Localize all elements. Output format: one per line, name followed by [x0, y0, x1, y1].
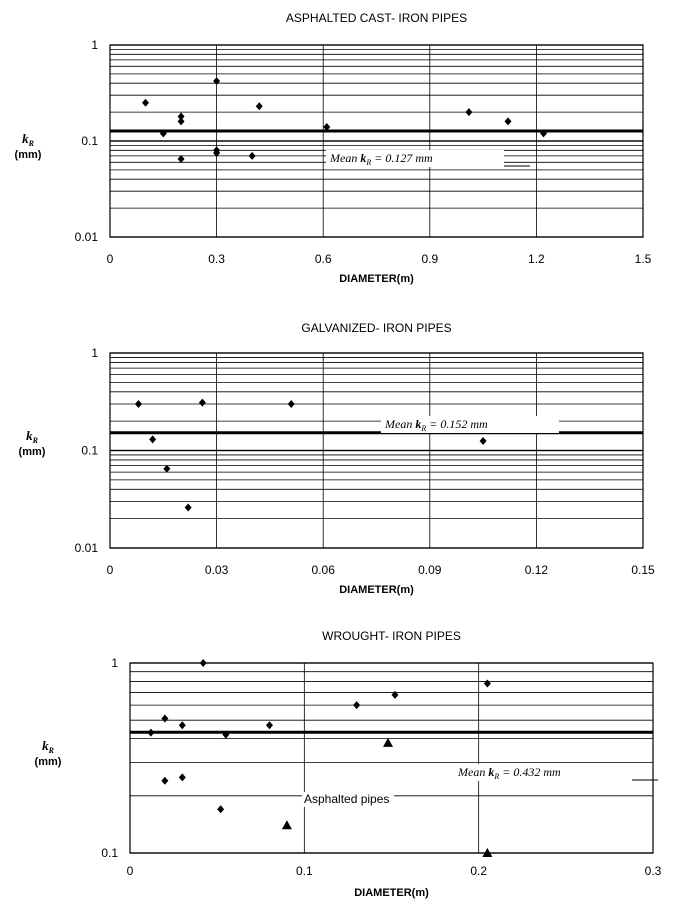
data-point-triangle — [383, 737, 394, 747]
data-point — [163, 464, 171, 473]
x-tick-label: 0.06 — [312, 563, 336, 577]
data-point — [159, 129, 167, 138]
x-tick-label: 1.5 — [635, 252, 652, 266]
data-point — [265, 721, 273, 730]
plot-frame — [109, 44, 644, 238]
chart-title: GALVANIZED- IRON PIPES — [301, 321, 451, 335]
plot-frame — [129, 662, 654, 854]
mean-label: Mean kR = 0.152 mm — [381, 416, 559, 433]
x-tick-label: 0.09 — [418, 563, 442, 577]
x-tick-label: 0.2 — [470, 864, 487, 878]
data-point — [391, 690, 399, 699]
y-axis-unit: (mm) — [19, 446, 46, 458]
mean-label-bg — [454, 764, 632, 781]
data-point-triangle — [281, 820, 292, 830]
x-tick-label: 0 — [107, 563, 114, 577]
data-point — [483, 679, 491, 688]
plot-frame — [109, 352, 644, 549]
y-tick-label: 0.1 — [81, 444, 98, 458]
data-point — [217, 805, 225, 814]
chart-1: ASPHALTED CAST- IRON PIPES 0 0.3 0.6 0.9 1.2 1… — [15, 11, 652, 285]
mean-label-text: Mean kR = 0.127 mm — [329, 151, 433, 167]
y-tick-label: 0.01 — [75, 541, 99, 555]
data-point — [222, 730, 230, 739]
data-point — [147, 728, 155, 737]
data-point — [178, 721, 186, 730]
data-point-triangle — [482, 848, 493, 857]
x-tick-label: 0.03 — [205, 563, 229, 577]
y-tick-label: 0.1 — [101, 846, 118, 860]
x-axis-label: DIAMETER(m) — [339, 584, 414, 596]
chart-title: WROUGHT- IRON PIPES — [322, 629, 461, 643]
y-axis-label: kR — [22, 131, 35, 148]
mean-label-bg — [326, 150, 504, 167]
annotation-text: Asphalted pipes — [304, 792, 389, 806]
x-tick-label: 0.3 — [645, 864, 662, 878]
data-point — [287, 399, 295, 408]
data-point — [184, 503, 192, 512]
y-tick-label: 0.1 — [81, 134, 98, 148]
mean-label: Mean kR = 0.127 mm — [326, 150, 504, 167]
x-tick-label: 0.1 — [296, 864, 313, 878]
data-point — [142, 98, 150, 107]
data-point — [323, 122, 331, 131]
data-point — [161, 714, 169, 723]
data-point — [540, 129, 548, 138]
data-point — [177, 112, 185, 121]
x-axis-label: DIAMETER(m) — [339, 273, 414, 285]
y-tick-label: 1 — [91, 346, 98, 360]
data-point — [504, 117, 512, 126]
data-point — [177, 117, 185, 126]
data-point — [255, 102, 263, 111]
data-point — [353, 701, 361, 710]
data-point — [248, 151, 256, 160]
data-point — [479, 437, 487, 446]
y-axis-label: kR — [26, 428, 39, 445]
data-point — [177, 154, 185, 163]
x-axis-label: DIAMETER(m) — [354, 887, 429, 899]
data-point — [161, 776, 169, 785]
data-point — [199, 659, 207, 667]
y-tick-label: 1 — [111, 656, 118, 670]
x-tick-label: 0 — [107, 252, 114, 266]
mean-label: Mean kR = 0.432 mm — [454, 764, 632, 781]
mean-label-bg — [381, 416, 559, 433]
x-tick-label: 0.12 — [525, 563, 549, 577]
data-point — [465, 108, 473, 117]
x-tick-label: 0.9 — [421, 252, 438, 266]
data-point — [149, 435, 157, 444]
data-point — [213, 148, 221, 157]
mean-label-text: Mean kR = 0.432 mm — [457, 765, 561, 781]
chart-title: ASPHALTED CAST- IRON PIPES — [286, 11, 467, 25]
mean-label-text: Mean kR = 0.152 mm — [384, 417, 488, 433]
x-tick-label: 1.2 — [528, 252, 545, 266]
x-tick-label: 0.6 — [315, 252, 332, 266]
annotation-bg — [302, 792, 394, 807]
y-tick-label: 1 — [91, 38, 98, 52]
data-point — [213, 77, 221, 86]
chart-3: WROUGHT- IRON PIPES 0 0.1 0.2 0.3 1 0.1 DIAMETE… — [35, 629, 662, 899]
x-tick-label: 0.3 — [208, 252, 225, 266]
y-axis-unit: (mm) — [35, 756, 62, 768]
chart-2: GALVANIZED- IRON PIPES 0 0.03 0.06 0.09 0.12 0… — [19, 321, 655, 596]
data-point — [134, 399, 142, 408]
x-tick-label: 0.15 — [631, 563, 655, 577]
data-point — [178, 773, 186, 782]
data-point — [198, 398, 206, 407]
y-axis-label: kR — [42, 738, 55, 755]
x-tick-label: 0 — [127, 864, 134, 878]
y-tick-label: 0.01 — [75, 230, 99, 244]
y-axis-unit: (mm) — [15, 149, 42, 161]
